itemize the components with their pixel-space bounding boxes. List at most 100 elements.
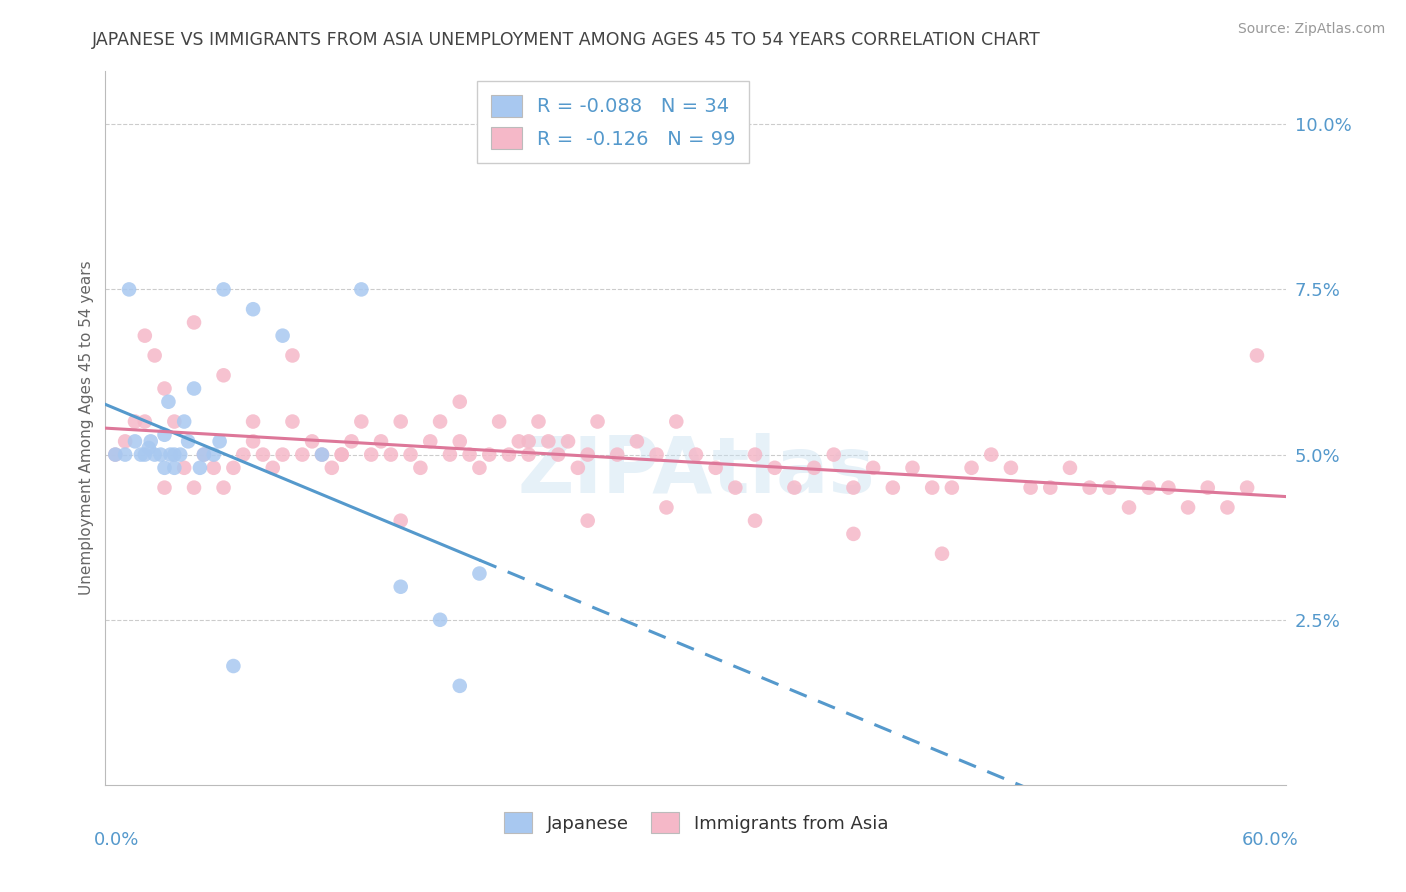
Point xyxy=(124,434,146,449)
Point xyxy=(202,448,225,462)
Point xyxy=(271,448,294,462)
Point xyxy=(163,460,186,475)
Point xyxy=(242,434,264,449)
Point xyxy=(508,434,530,449)
Point xyxy=(783,481,806,495)
Point xyxy=(744,448,766,462)
Point xyxy=(498,448,520,462)
Point xyxy=(177,434,200,449)
Point xyxy=(567,460,589,475)
Point xyxy=(399,448,422,462)
Point xyxy=(222,659,245,673)
Point xyxy=(321,460,343,475)
Text: ZIPAtlas: ZIPAtlas xyxy=(517,433,875,509)
Point xyxy=(104,448,127,462)
Point xyxy=(163,448,186,462)
Point xyxy=(842,527,865,541)
Text: 60.0%: 60.0% xyxy=(1241,831,1298,849)
Point xyxy=(208,434,231,449)
Point xyxy=(153,460,176,475)
Point xyxy=(139,434,162,449)
Point xyxy=(138,441,160,455)
Point xyxy=(188,460,211,475)
Point xyxy=(183,481,205,495)
Point xyxy=(1246,349,1268,363)
Point xyxy=(212,282,235,296)
Point xyxy=(655,500,678,515)
Point xyxy=(586,415,609,429)
Point xyxy=(153,382,176,396)
Point xyxy=(803,460,825,475)
Point xyxy=(449,679,471,693)
Point xyxy=(1137,481,1160,495)
Point xyxy=(350,415,373,429)
Point xyxy=(862,460,884,475)
Point xyxy=(685,448,707,462)
Point xyxy=(134,415,156,429)
Point xyxy=(980,448,1002,462)
Point xyxy=(626,434,648,449)
Point xyxy=(1177,500,1199,515)
Point xyxy=(449,434,471,449)
Point xyxy=(163,415,186,429)
Point xyxy=(468,566,491,581)
Point xyxy=(242,415,264,429)
Point xyxy=(823,448,845,462)
Point xyxy=(389,415,412,429)
Point xyxy=(301,434,323,449)
Point xyxy=(1019,481,1042,495)
Point xyxy=(281,349,304,363)
Point xyxy=(1078,481,1101,495)
Point xyxy=(763,460,786,475)
Point xyxy=(173,460,195,475)
Point xyxy=(134,448,156,462)
Point xyxy=(1118,500,1140,515)
Point xyxy=(118,282,141,296)
Point xyxy=(921,481,943,495)
Point xyxy=(330,448,353,462)
Point xyxy=(576,448,599,462)
Point xyxy=(478,448,501,462)
Point xyxy=(193,448,215,462)
Point xyxy=(1059,460,1081,475)
Point xyxy=(557,434,579,449)
Point xyxy=(1216,500,1239,515)
Point xyxy=(547,448,569,462)
Point xyxy=(665,415,688,429)
Point xyxy=(429,415,451,429)
Point xyxy=(901,460,924,475)
Point xyxy=(360,448,382,462)
Point xyxy=(724,481,747,495)
Point xyxy=(370,434,392,449)
Point xyxy=(960,460,983,475)
Point xyxy=(281,415,304,429)
Point xyxy=(517,434,540,449)
Point xyxy=(527,415,550,429)
Point xyxy=(222,460,245,475)
Text: JAPANESE VS IMMIGRANTS FROM ASIA UNEMPLOYMENT AMONG AGES 45 TO 54 YEARS CORRELAT: JAPANESE VS IMMIGRANTS FROM ASIA UNEMPLO… xyxy=(91,31,1040,49)
Point xyxy=(449,394,471,409)
Point xyxy=(419,434,441,449)
Text: 0.0%: 0.0% xyxy=(94,831,139,849)
Point xyxy=(114,448,136,462)
Point xyxy=(340,434,363,449)
Point xyxy=(429,613,451,627)
Point xyxy=(468,460,491,475)
Point xyxy=(439,448,461,462)
Point xyxy=(744,514,766,528)
Point xyxy=(576,514,599,528)
Point xyxy=(941,481,963,495)
Point xyxy=(134,328,156,343)
Point xyxy=(311,448,333,462)
Point xyxy=(157,394,180,409)
Point xyxy=(409,460,432,475)
Point xyxy=(143,448,166,462)
Point xyxy=(517,448,540,462)
Point xyxy=(252,448,274,462)
Point xyxy=(389,580,412,594)
Point xyxy=(262,460,284,475)
Point xyxy=(212,481,235,495)
Point xyxy=(193,448,215,462)
Point xyxy=(169,448,191,462)
Point xyxy=(173,415,195,429)
